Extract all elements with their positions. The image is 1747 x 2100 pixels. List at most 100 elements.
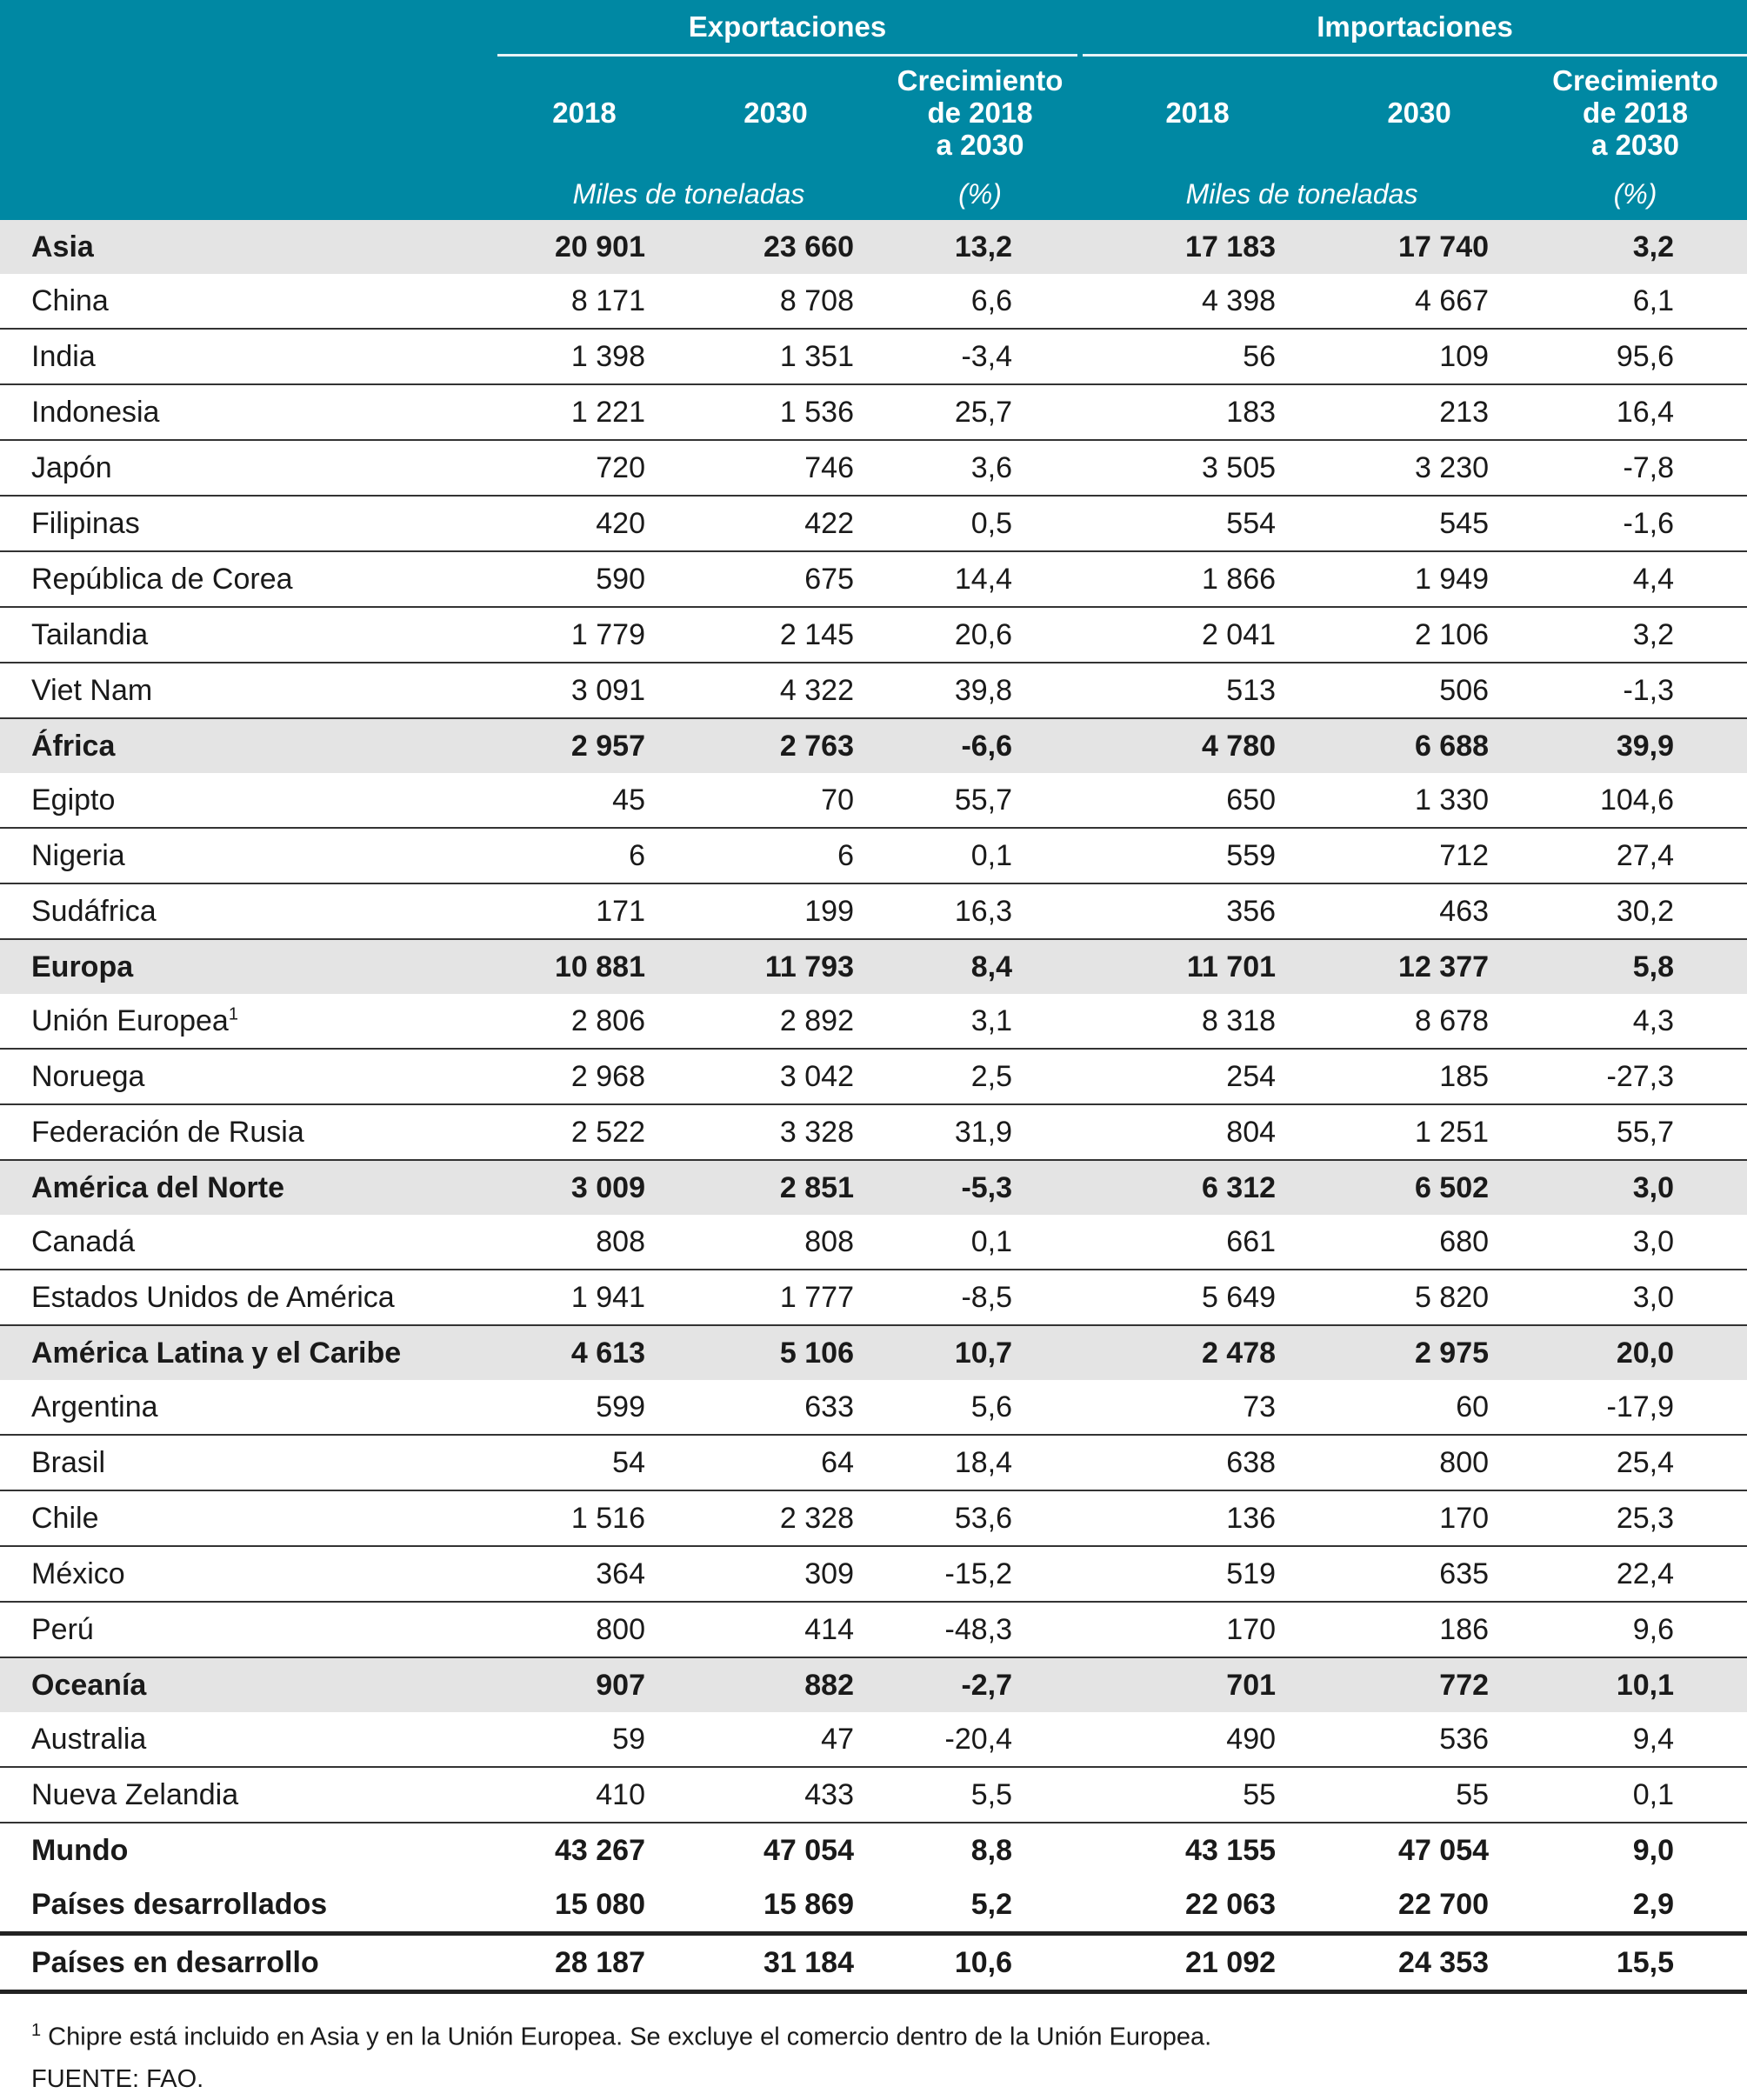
exp-unit: Miles de toneladas [497,168,880,220]
cell-value: 800 [1315,1435,1524,1491]
cell-value: 18,4 [880,1435,1081,1491]
cell-value: 2,5 [880,1049,1081,1105]
row-label: Países en desarrollo [0,1933,497,1994]
cell-value: 10,1 [1524,1657,1747,1712]
table-row: Estados Unidos de América 1 941 1 777 -8,5 5… [0,1270,1747,1326]
cell-value: 490 [1080,1712,1316,1768]
cell-value: 170 [1080,1602,1316,1658]
cell-value: 171 [497,883,671,940]
cell-value: 4 613 [497,1325,671,1380]
cell-value: 95,6 [1524,329,1747,385]
cell-value: 3,1 [880,994,1081,1050]
imp-unit: Miles de toneladas [1080,168,1524,220]
cell-value: 701 [1080,1657,1316,1712]
cell-value: 5 106 [671,1325,880,1380]
cell-value: 638 [1080,1435,1316,1491]
cell-value: 808 [671,1215,880,1270]
cell-value: 39,9 [1524,718,1747,773]
cell-value: 420 [497,496,671,552]
cell-value: -3,4 [880,329,1081,385]
trade-table: Exportaciones Importaciones 2018 2030 Cr… [0,0,1747,1994]
cell-value: 56 [1080,329,1316,385]
imports-group-header: Importaciones [1080,0,1747,57]
table-row: China 8 171 8 708 6,6 4 398 4 667 6,1 [0,274,1747,330]
row-label: Sudáfrica [0,883,497,940]
cell-value: 45 [497,773,671,829]
cell-value: 559 [1080,828,1316,884]
cell-value: 536 [1315,1712,1524,1768]
row-label: Viet Nam [0,663,497,719]
cell-value: 364 [497,1546,671,1603]
cell-value: 199 [671,883,880,940]
cell-value: 9,0 [1524,1823,1747,1877]
cell-value: 1 777 [671,1270,880,1326]
cell-value: 3 091 [497,663,671,719]
cell-value: 545 [1315,496,1524,552]
cell-value: 2 957 [497,718,671,773]
cell-value: 414 [671,1602,880,1658]
cell-value: 4,3 [1524,994,1747,1050]
imp-pct-unit: (%) [1524,168,1747,220]
cell-value: 1 941 [497,1270,671,1326]
row-label: Indonesia [0,384,497,441]
table-row: Perú 800 414 -48,3 170 186 9,6 [0,1602,1747,1658]
corner-cell [0,0,497,56]
cell-value: 1 330 [1315,773,1524,829]
cell-value: 1 221 [497,384,671,441]
cell-value: 5,2 [880,1877,1081,1936]
cell-value: 356 [1080,883,1316,940]
cell-value: 17 183 [1080,220,1316,274]
cell-value: 104,6 [1524,773,1747,829]
row-label: Brasil [0,1435,497,1491]
cell-value: 12 377 [1315,939,1524,994]
table-row: Argentina 599 633 5,6 73 60 -17,9 [0,1380,1747,1436]
cell-value: 5,5 [880,1767,1081,1823]
cell-value: 2 851 [671,1160,880,1215]
imp-growth-header: Crecimiento de 2018 a 2030 [1524,55,1747,168]
row-label: Filipinas [0,496,497,552]
total-row: Países desarrollados 15 080 15 869 5,2 22 06… [0,1877,1747,1936]
table-row: Egipto 45 70 55,7 650 1 330 104,6 [0,773,1747,829]
cell-value: 22 700 [1315,1877,1524,1936]
cell-value: -1,3 [1524,663,1747,719]
cell-value: 5,8 [1524,939,1747,994]
row-label: África [0,718,497,773]
blank-cell [0,55,497,168]
cell-value: 3 042 [671,1049,880,1105]
row-label: Unión Europea1 [0,994,497,1050]
cell-value: 20 901 [497,220,671,274]
cell-value: 8 708 [671,274,880,330]
cell-value: 6 [671,828,880,884]
row-label: Perú [0,1602,497,1658]
cell-value: 3 009 [497,1160,671,1215]
cell-value: 25,3 [1524,1490,1747,1547]
table-row: Brasil 54 64 18,4 638 800 25,4 [0,1435,1747,1491]
cell-value: 60 [1315,1380,1524,1436]
cell-value: 1 398 [497,329,671,385]
cell-value: 433 [671,1767,880,1823]
cell-value: 22,4 [1524,1546,1747,1603]
cell-value: 0,5 [880,496,1081,552]
cell-value: 4 322 [671,663,880,719]
table-body: Asia 20 901 23 660 13,2 17 183 17 740 3,2 China… [0,220,1747,1994]
cell-value: 1 351 [671,329,880,385]
row-label: Europa [0,939,497,994]
row-label: Mundo [0,1823,497,1877]
cell-value: 0,1 [880,1215,1081,1270]
cell-value: 186 [1315,1602,1524,1658]
cell-value: 55,7 [880,773,1081,829]
row-label: Países desarrollados [0,1877,497,1936]
region-row: Europa 10 881 11 793 8,4 11 701 12 377 5,8 [0,939,1747,994]
cell-value: -27,3 [1524,1049,1747,1105]
cell-value: 4 398 [1080,274,1316,330]
cell-value: 720 [497,440,671,497]
cell-value: 136 [1080,1490,1316,1547]
cell-value: 422 [671,496,880,552]
cell-value: 47 054 [1315,1823,1524,1877]
cell-value: 2 145 [671,607,880,663]
cell-value: 15 869 [671,1877,880,1936]
region-row: América del Norte 3 009 2 851 -5,3 6 312 6 50… [0,1160,1747,1215]
cell-value: 14,4 [880,551,1081,608]
cell-value: 633 [671,1380,880,1436]
cell-value: 635 [1315,1546,1524,1603]
